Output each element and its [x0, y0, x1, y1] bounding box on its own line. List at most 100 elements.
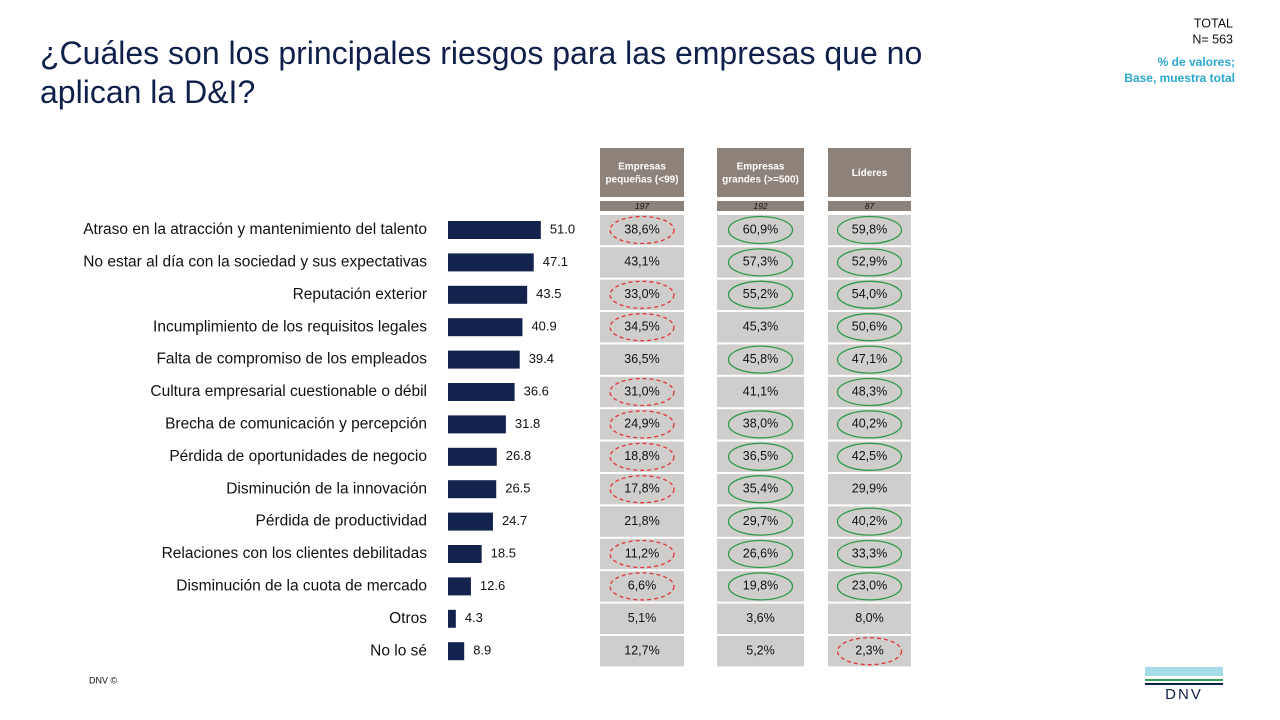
cell-bg	[717, 571, 804, 602]
category-label: Falta de compromiso de los empleados	[156, 351, 427, 368]
cell-value: 59,8%	[852, 222, 887, 236]
base-bg	[717, 201, 804, 211]
value-label: 12.6	[480, 578, 505, 593]
base-count: 197	[635, 201, 649, 211]
cell-bg	[600, 344, 684, 375]
bar	[448, 221, 541, 239]
cell-value: 19,8%	[743, 579, 778, 593]
value-label: 24.7	[502, 513, 527, 528]
cell-bg	[828, 247, 911, 278]
bar	[448, 545, 482, 563]
cell-bg	[600, 506, 684, 537]
logo-stripe	[1145, 683, 1223, 685]
column-header-bg	[717, 148, 804, 197]
logo-text: DNV	[1165, 686, 1203, 703]
value-label: 31.8	[515, 416, 540, 431]
cell-bg	[828, 344, 911, 375]
cell-value: 12,7%	[624, 643, 659, 657]
cell-value: 52,9%	[852, 255, 887, 269]
total-label: TOTAL	[1194, 16, 1233, 30]
value-label: 26.5	[505, 481, 530, 496]
highlight	[727, 345, 794, 374]
highlight	[609, 313, 675, 342]
bar	[448, 285, 528, 304]
bar	[448, 383, 515, 401]
cell-bg	[600, 409, 684, 440]
cell-bg	[600, 636, 684, 667]
highlight	[609, 539, 675, 569]
value-label: 26.8	[506, 448, 531, 463]
cell-value: 11,2%	[625, 546, 660, 560]
category-label: Brecha de comunicación y percepción	[165, 415, 427, 432]
highlight	[836, 637, 903, 666]
cell-bg	[828, 538, 911, 570]
cell-bg	[600, 474, 684, 505]
highlight	[836, 410, 903, 439]
cell-bg	[717, 247, 804, 278]
cell-bg	[717, 441, 804, 472]
cell-value: 45,3%	[743, 319, 778, 333]
cell-bg	[717, 279, 804, 310]
highlight	[727, 539, 794, 569]
cell-bg	[600, 603, 684, 634]
cell-value: 36,5%	[624, 352, 659, 366]
title-line: aplican la D&I?	[40, 74, 255, 110]
highlight	[836, 215, 903, 245]
cell-bg	[717, 214, 804, 246]
value-label: 39.4	[529, 351, 554, 366]
logo-stripe	[1145, 667, 1223, 676]
cell-value: 21,8%	[624, 514, 659, 528]
cell-bg	[717, 538, 804, 570]
cell-value: 2,3%	[855, 643, 884, 657]
logo-stripe	[1145, 679, 1223, 681]
bar	[448, 512, 493, 531]
cell-bg	[828, 376, 911, 408]
cell-value: 43,1%	[624, 255, 659, 269]
highlight	[836, 507, 903, 536]
bar	[448, 415, 506, 434]
highlight	[727, 248, 794, 277]
cell-bg	[828, 441, 911, 472]
base-count: 192	[753, 201, 767, 211]
copyright: DNV ©	[89, 675, 118, 685]
cell-bg	[717, 409, 804, 440]
cell-value: 35,4%	[743, 481, 778, 495]
cell-value: 18,8%	[624, 449, 659, 463]
cell-bg	[717, 376, 804, 408]
cell-value: 17,8%	[624, 481, 659, 495]
cell-bg	[828, 636, 911, 667]
cell-value: 3,6%	[746, 611, 775, 625]
highlight	[727, 215, 794, 245]
cell-value: 31,0%	[624, 384, 659, 398]
cell-bg	[717, 344, 804, 375]
category-label: Incumplimiento de los requisitos legales	[153, 318, 427, 335]
highlight	[727, 572, 794, 601]
note: % de valores;	[1158, 55, 1235, 69]
cell-bg	[717, 506, 804, 537]
cell-value: 40,2%	[852, 417, 887, 431]
cell-bg	[828, 279, 911, 310]
highlight	[609, 215, 675, 245]
cell-bg	[717, 636, 804, 667]
bar	[448, 577, 471, 596]
highlight	[609, 377, 675, 407]
value-label: 36.6	[524, 383, 549, 398]
cell-bg	[600, 247, 684, 278]
cell-value: 29,7%	[743, 514, 778, 528]
cell-value: 60,9%	[743, 222, 778, 236]
cell-value: 40,2%	[852, 514, 887, 528]
column-header: Empresas grandes (>=500)	[722, 161, 799, 185]
bar	[448, 447, 497, 466]
category-label: Otros	[389, 610, 427, 627]
bar	[448, 480, 497, 499]
column-header-bg	[600, 148, 684, 197]
category-label: Pérdida de oportunidades de negocio	[169, 448, 427, 465]
highlight	[836, 313, 903, 342]
cell-bg	[600, 312, 684, 343]
cell-value: 34,5%	[624, 319, 659, 333]
column-header-bg	[828, 148, 911, 197]
sample-size: N= 563	[1192, 32, 1233, 46]
highlight	[836, 377, 903, 407]
